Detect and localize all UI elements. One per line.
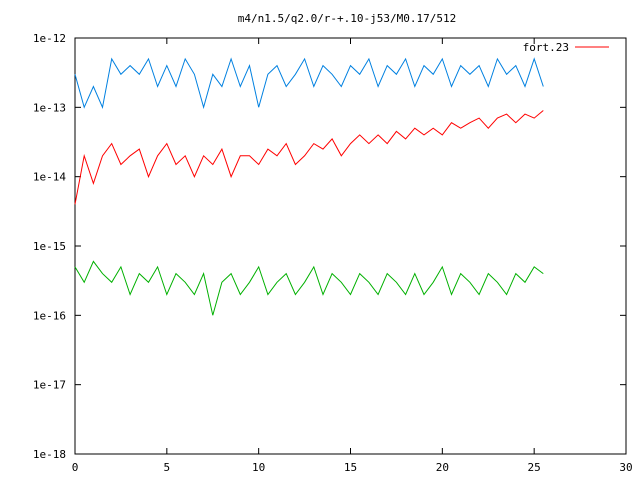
y-tick-label: 1e-16 [33, 309, 66, 322]
x-tick-label: 15 [344, 461, 357, 474]
series-layer [74, 57, 544, 316]
x-tick-label: 5 [164, 461, 171, 474]
legend: fort.23 [523, 41, 609, 54]
x-tick-label: 30 [619, 461, 632, 474]
x-tick-label: 20 [436, 461, 449, 474]
y-tick-label: 1e-14 [33, 171, 66, 184]
series-line-2 [74, 260, 544, 316]
y-tick-label: 1e-13 [33, 101, 66, 114]
x-tick-label: 25 [528, 461, 541, 474]
plot-frame [74, 37, 627, 455]
y-axis: 1e-18 1e-17 1e-16 1e-15 1e-14 1e-13 1e-12 [33, 32, 626, 461]
y-tick-label: 1e-12 [33, 32, 66, 45]
chart-title: m4/n1.5/q2.0/r-+.10-j53/M0.17/512 [238, 12, 457, 25]
x-axis: 0 5 10 15 20 25 30 [72, 38, 633, 474]
x-tick-label: 10 [252, 461, 265, 474]
y-tick-label: 1e-17 [33, 379, 66, 392]
series-line-1 [74, 57, 544, 110]
y-tick-label: 1e-18 [33, 448, 66, 461]
series-line-0 [74, 110, 544, 205]
x-tick-label: 0 [72, 461, 79, 474]
y-tick-label: 1e-15 [33, 240, 66, 253]
legend-label-fort-23: fort.23 [523, 41, 569, 54]
